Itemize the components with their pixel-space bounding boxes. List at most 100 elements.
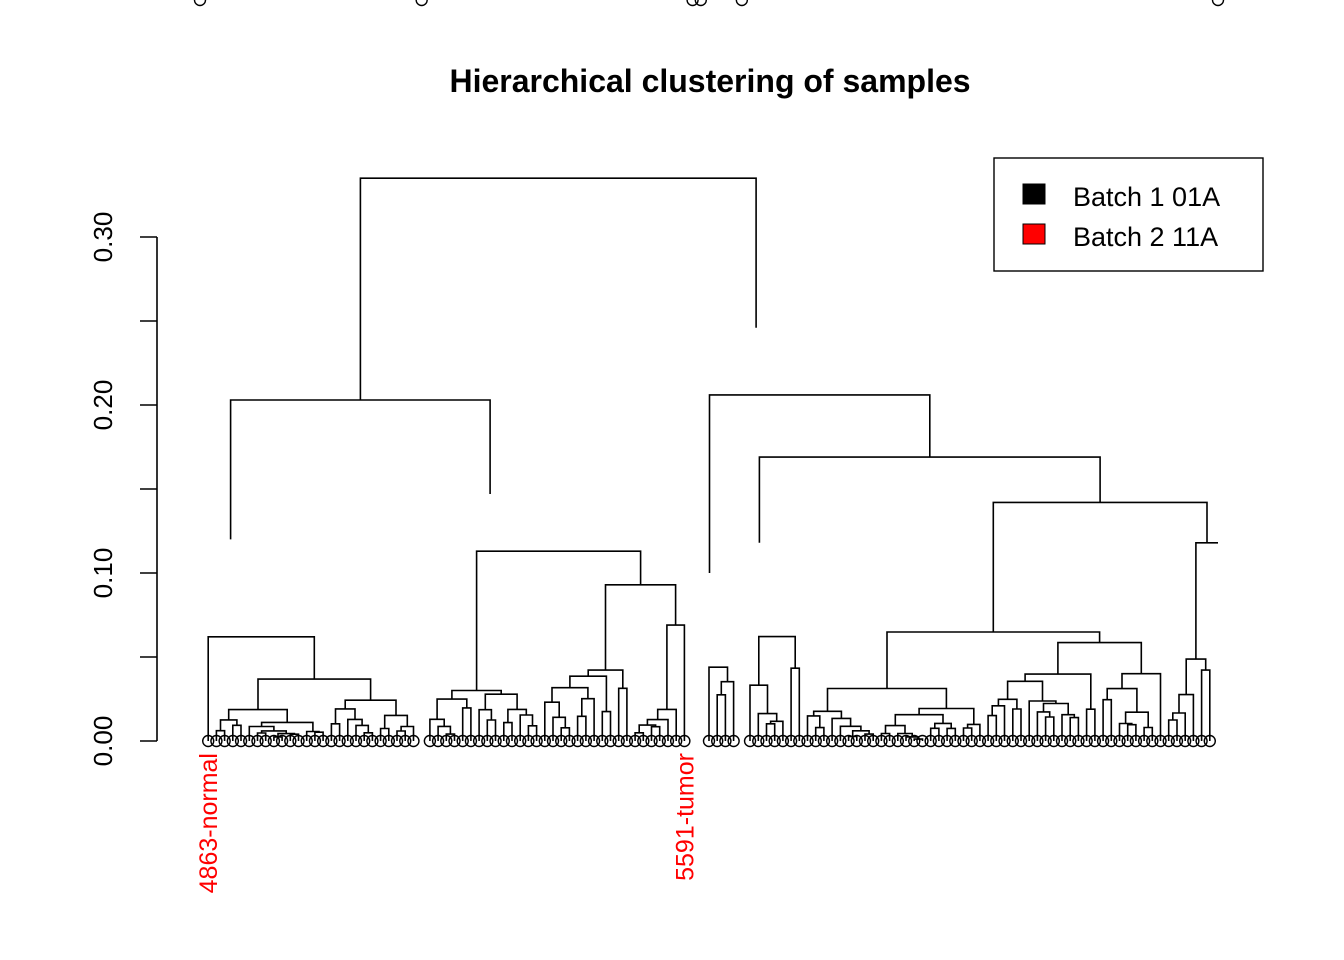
leaf-marker — [251, 734, 264, 748]
leaf-marker — [891, 734, 905, 748]
leaf-marker — [866, 734, 880, 748]
leaf-marker — [587, 734, 601, 748]
leaf-label: 9470-tumor — [1099, 0, 1227, 6]
leaf-marker — [686, 0, 699, 7]
leaf-label: 5591-tumor — [671, 753, 699, 881]
leaf-labels: 5552-normal 4863-normal 5546-tumor 5591-tum… — [69, 0, 1227, 893]
leaf-marker — [571, 734, 584, 748]
leaf-marker — [440, 734, 453, 748]
leaf-marker — [1022, 734, 1036, 748]
leaf-marker — [990, 734, 1003, 748]
dendrogram-branch — [650, 725, 661, 741]
y-tick-label: 0.00 — [88, 716, 118, 767]
dendrogram-branch — [997, 698, 1018, 709]
dendrogram-branch — [814, 726, 825, 741]
dendrogram-branch — [708, 666, 729, 741]
leaf-marker — [1187, 734, 1200, 748]
legend-label-batch-2: Batch 2 11A — [1073, 222, 1218, 252]
legend-swatch-batch-2 — [1022, 223, 1046, 245]
leaf-marker — [316, 734, 330, 748]
leaf-marker — [472, 734, 486, 748]
leaf-marker — [1162, 734, 1175, 748]
leaf-marker — [300, 734, 313, 748]
leaf-marker — [382, 734, 396, 748]
leaf-marker — [825, 734, 839, 748]
leaf-marker — [719, 734, 732, 748]
leaf-marker — [834, 734, 847, 748]
leaf-marker — [793, 734, 806, 748]
leaf-marker — [1064, 734, 1077, 748]
leaf-marker — [776, 734, 790, 748]
leaf-marker — [202, 734, 215, 748]
legend-label-batch-1: Batch 1 01A — [1073, 182, 1220, 212]
leaf-marker — [448, 734, 461, 748]
leaf-marker — [940, 734, 954, 748]
dendrogram-branch — [1126, 723, 1137, 741]
leaf-marker — [842, 734, 855, 748]
leaf-marker — [809, 734, 822, 748]
dendrogram-branch — [946, 727, 957, 741]
legend: Batch 1 01A Batch 2 11A — [993, 157, 1264, 272]
leaf-marker — [899, 734, 913, 748]
dendrogram-branch — [359, 177, 757, 400]
leaf-marker — [1072, 734, 1085, 748]
leaf-marker — [784, 734, 798, 748]
leaf-marker — [612, 734, 625, 748]
leaf-marker — [218, 734, 231, 748]
leaf-marker — [234, 734, 248, 748]
leaf-marker — [1047, 734, 1061, 748]
leaf-marker — [801, 734, 814, 748]
leaf-marker — [530, 734, 543, 748]
leaf-marker — [1121, 734, 1134, 748]
leaf-marker — [464, 734, 478, 748]
dendrogram-branch — [1118, 722, 1133, 741]
leaf-marker — [1129, 734, 1143, 748]
leaf-marker — [407, 734, 420, 748]
leaf-marker — [965, 734, 978, 748]
leaf-marker — [210, 734, 223, 748]
leaf-marker — [669, 734, 683, 748]
leaf-marker — [1170, 734, 1184, 748]
dendrogram-branch — [720, 680, 735, 741]
leaf-marker — [604, 734, 617, 748]
chart-title: Hierarchical clustering of samples — [449, 63, 970, 99]
dendrogram-branch — [1042, 702, 1069, 715]
leaf-marker — [981, 734, 995, 748]
y-tick-label: 0.10 — [88, 548, 118, 599]
leaf-marker — [349, 734, 363, 748]
leaf-marker — [333, 734, 346, 748]
leaf-marker — [678, 734, 691, 748]
dendrogram-branch — [966, 723, 981, 741]
leaf-marker — [1146, 734, 1159, 748]
leaf-marker — [423, 734, 437, 748]
dendrogram-branch — [1185, 658, 1207, 695]
leaf-label: 4810-tumor — [582, 0, 710, 6]
leaf-marker — [727, 734, 740, 748]
leaf-marker — [308, 734, 322, 748]
leaf-marker — [546, 734, 560, 748]
leaf-marker — [1014, 734, 1028, 748]
leaf-marker — [973, 734, 987, 748]
dendrogram-branch — [475, 550, 642, 691]
leaf-marker — [497, 734, 510, 748]
leaf-marker — [341, 734, 354, 748]
leaf-marker — [325, 734, 338, 748]
y-axis: 0.00 0.10 0.20 0.30 — [88, 212, 158, 767]
leaf-marker — [620, 734, 634, 748]
dendrogram-branch — [232, 724, 242, 741]
leaf-marker — [760, 734, 773, 748]
dendrogram-tree — [208, 178, 1218, 741]
dendrogram-branch — [1061, 713, 1076, 741]
leaf-marker — [1178, 734, 1192, 748]
leaf-marker — [357, 734, 371, 748]
leaf-marker — [628, 734, 642, 748]
y-tick-label: 0.30 — [88, 212, 118, 263]
leaf-marker — [390, 734, 404, 748]
leaf-marker — [275, 734, 289, 748]
leaf-marker — [193, 0, 207, 7]
leaf-marker — [1203, 734, 1216, 748]
dendrogram-branch — [790, 667, 801, 741]
dendrogram-branch — [1178, 693, 1195, 741]
y-tick-label: 0.20 — [88, 380, 118, 431]
